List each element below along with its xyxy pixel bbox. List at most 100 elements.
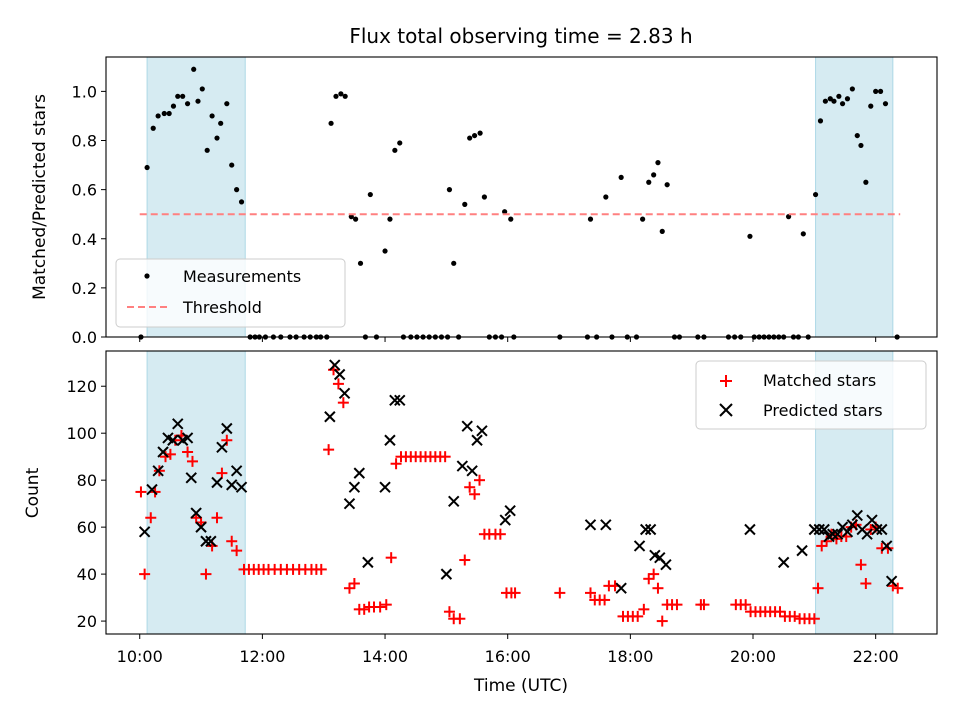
matched-star-point (390, 458, 402, 470)
predicted-star-point (461, 420, 473, 432)
predicted-star-point (362, 556, 374, 569)
bottom-shaded-intervals (146, 350, 894, 635)
predicted-star-point (876, 523, 888, 536)
measurement-point (338, 91, 344, 97)
predicted-star-point (235, 481, 248, 493)
measurement-point (863, 179, 869, 185)
predicted-star-point (466, 465, 478, 477)
predicted-star-point (230, 465, 243, 477)
shaded-interval (815, 56, 894, 338)
measurement-point (868, 103, 874, 109)
bottom-legend-box (695, 360, 927, 430)
chart-title: Flux total observing time = 2.83 h (349, 24, 692, 48)
predicted-star-point (167, 434, 179, 446)
predicted-star-point (185, 472, 197, 484)
predicted-star-point (205, 535, 217, 547)
x-tick-label: 14:00 (362, 647, 408, 666)
matched-star-point (554, 587, 566, 599)
matched-star-point (159, 451, 171, 463)
y-tick-label: 1.0 (72, 82, 97, 101)
measurement-point (817, 118, 824, 124)
measurement-point (467, 135, 473, 141)
y-tick-label: 120 (66, 377, 97, 396)
matched-star-point (816, 540, 828, 552)
predicted-star-point (200, 535, 212, 547)
matched-star-point (348, 578, 360, 590)
matched-star-point (584, 587, 596, 599)
matched-star-point (454, 613, 466, 625)
predicted-star-point (861, 528, 873, 540)
measurement-point (191, 66, 197, 72)
matched-star-point (216, 467, 228, 479)
predicted-star-point (343, 497, 356, 510)
legend-matched-label: Matched stars (763, 371, 876, 390)
predicted-star-point (190, 507, 202, 519)
measurement-point (328, 120, 334, 126)
predicted-star-point (389, 394, 401, 407)
measurement-point (348, 214, 354, 220)
top-legend: Measurements Threshold (115, 258, 346, 328)
legend-predicted-label: Predicted stars (763, 401, 883, 420)
y-tick-label: 0.2 (72, 279, 97, 298)
predicted-star-point (172, 418, 184, 430)
measurement-point (603, 194, 609, 200)
predicted-star-point (777, 556, 790, 569)
predicted-star-point (440, 568, 453, 580)
top-panel: 0.0 0.2 0.4 0.6 0.8 1.0 Matched/Predicted sta… (30, 56, 938, 347)
predicted-star-point (211, 476, 223, 489)
top-ticks: 0.0 0.2 0.4 0.6 0.8 1.0 (72, 82, 877, 347)
measurement-point (822, 98, 828, 104)
measurement-point (827, 96, 833, 102)
measurement-point (392, 147, 398, 153)
measurement-point (382, 248, 388, 254)
predicted-star-point (615, 582, 627, 594)
measurement-point (618, 174, 624, 180)
bottom-legend: Matched stars Predicted stars (695, 360, 927, 430)
predicted-star-point (813, 523, 825, 536)
matched-star-point (774, 606, 786, 618)
bottom-panel: 20 40 60 80 100 120 10:00 12:00 14:00 16:00 18:00 2… (23, 350, 938, 696)
matched-star-point (145, 512, 157, 524)
measurement-point (204, 147, 210, 153)
predicted-star-point (471, 434, 483, 446)
matched-star-point (599, 594, 611, 606)
measurement-point (195, 98, 201, 104)
measurement-point (180, 93, 186, 99)
measurement-point (471, 132, 478, 139)
predicted-star-point (329, 359, 341, 371)
matched-star-point (469, 488, 481, 500)
matched-star-point (358, 603, 370, 615)
matched-star-point (652, 582, 664, 594)
measurement-point (854, 132, 860, 139)
measurement-point (655, 160, 661, 166)
matched-star-point (821, 535, 833, 547)
predicted-star-point (831, 528, 844, 540)
measurement-point (333, 93, 339, 99)
measurement-point (229, 162, 235, 168)
x-tick-label: 22:00 (853, 647, 899, 666)
matched-star-point (443, 606, 455, 618)
predicted-star-point (744, 523, 756, 536)
y-tick-label: 40 (77, 565, 97, 584)
predicted-star-point (660, 559, 672, 571)
measurement-point (831, 98, 837, 104)
measurement-point (877, 88, 884, 94)
matched-star-point (464, 481, 476, 493)
measurement-point (224, 101, 230, 107)
predicted-star-point (885, 575, 898, 587)
matched-star-point (182, 446, 194, 458)
matched-star-point (494, 528, 506, 540)
measurement-point (367, 191, 373, 198)
measurement-point (218, 120, 224, 126)
predicted-star-point (841, 526, 854, 538)
predicted-star-point (384, 434, 396, 446)
predicted-star-point (499, 514, 511, 526)
measurement-point (357, 260, 364, 266)
measurement-point (451, 260, 457, 266)
predicted-star-point (146, 483, 158, 496)
measurement-point (446, 187, 453, 193)
matched-star-point (860, 578, 872, 590)
matched-star-point (211, 512, 223, 524)
matched-star-point (226, 535, 238, 547)
measurement-point (175, 93, 181, 99)
